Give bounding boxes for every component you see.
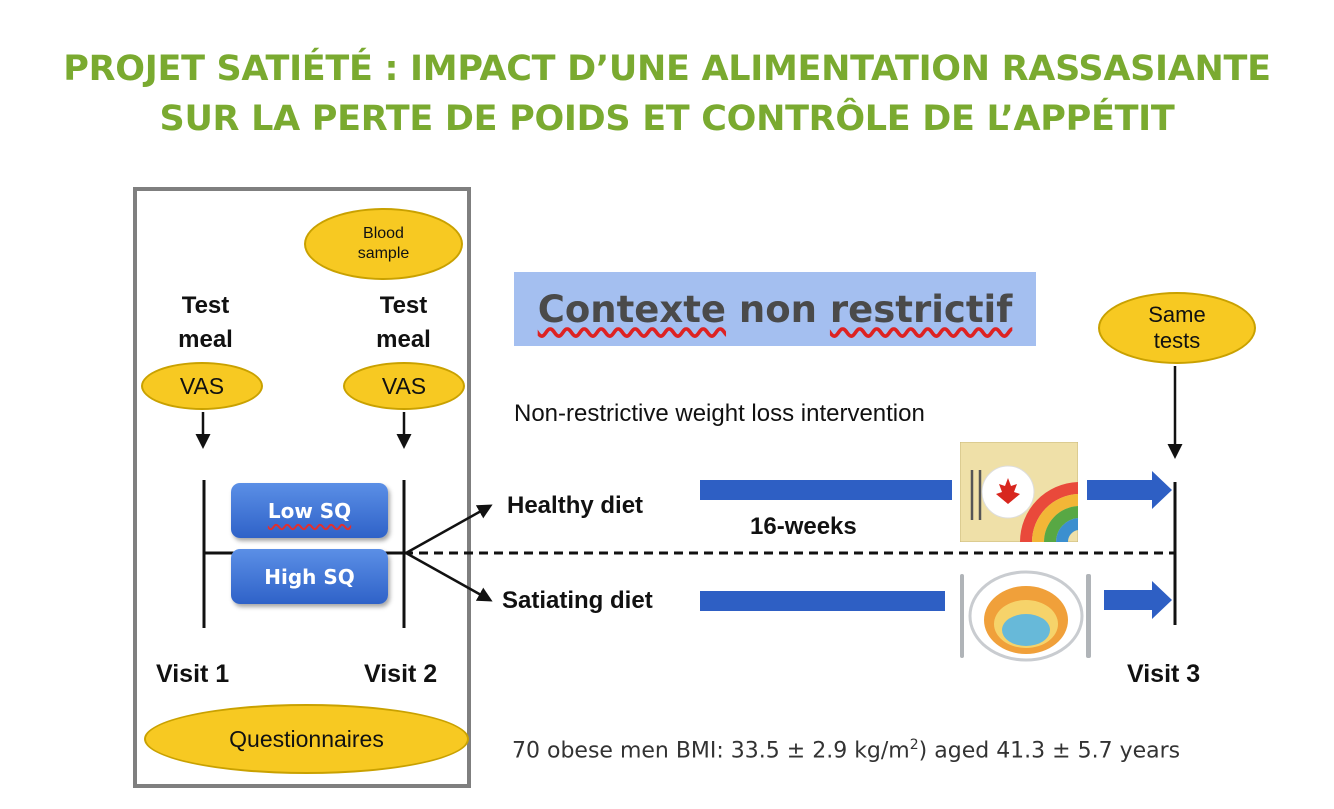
healthy-branch-arrow (405, 504, 493, 555)
same-tests-badge: Same tests (1098, 292, 1256, 364)
study-footnote: 70 obese men BMI: 33.5 ± 2.9 kg/m2) aged… (512, 737, 1180, 763)
title-line-2: SUR LA PERTE DE POIDS ET CONTRÔLE DE L’A… (159, 99, 1175, 139)
blood-sample-line-2: sample (357, 245, 410, 262)
title-line-1: PROJET SATIÉTÉ : IMPACT D’UNE ALIMENTATI… (63, 49, 1271, 89)
visit-1-2-frame (133, 187, 471, 788)
context-word-2: non (738, 287, 818, 331)
blood-sample-line-1: Blood (363, 225, 404, 242)
questionnaires-label: Questionnaires (229, 725, 384, 752)
visit1-vas-badge: VAS (141, 362, 263, 410)
questionnaires-badge: Questionnaires (144, 704, 469, 774)
visit2-test-label: Test (379, 292, 428, 319)
low-sq-label: Low SQ (267, 498, 352, 523)
visit2-test-meal: Test meal (346, 289, 461, 357)
satiating-diet-bar (700, 591, 945, 611)
visit3-label: Visit 3 (1127, 660, 1201, 688)
canada-food-guide-plate-image (960, 442, 1078, 542)
intervention-label: Non-restrictive weight loss intervention (514, 400, 925, 427)
satiating-branch-arrow (405, 551, 493, 602)
context-word-1: Contexte (537, 287, 727, 331)
visit2-vas-label: VAS (381, 372, 427, 399)
healthy-diet-bar (700, 480, 952, 500)
visit1-vas-label: VAS (179, 372, 225, 399)
visit1-label: Visit 1 (156, 660, 230, 688)
footnote-text-after: ) aged 41.3 ± 5.7 years (918, 738, 1181, 764)
visit2-vas-badge: VAS (343, 362, 465, 410)
visit1-test-label: Test (181, 292, 230, 319)
satiating-diet-label: Satiating diet (502, 587, 653, 614)
footnote-superscript: 2 (909, 737, 919, 753)
visit1-meal-label: meal (178, 326, 233, 353)
duration-label: 16-weeks (750, 513, 857, 540)
visit2-meal-label: meal (376, 326, 431, 353)
low-sq-box: Low SQ (231, 483, 388, 538)
same-tests-line-1: Same (1148, 302, 1206, 327)
satiating-diet-plate-image (960, 570, 1091, 662)
footnote-text-before: 70 obese men BMI: 33.5 ± 2.9 kg/m (512, 738, 910, 764)
high-sq-label: High SQ (264, 564, 355, 589)
satiating-end-arrow (1104, 581, 1172, 619)
visit1-test-meal: Test meal (148, 289, 263, 357)
context-banner: Contexte non restrictif (514, 272, 1036, 346)
context-word-3: restrictif (829, 287, 1013, 331)
page-title: PROJET SATIÉTÉ : IMPACT D’UNE ALIMENTATI… (0, 44, 1334, 144)
visit2-label: Visit 2 (364, 660, 438, 688)
high-sq-box: High SQ (231, 549, 388, 604)
healthy-diet-label: Healthy diet (507, 492, 644, 519)
same-tests-line-2: tests (1153, 328, 1201, 353)
healthy-end-arrow (1087, 471, 1172, 509)
blood-sample-badge: Blood sample (304, 208, 463, 280)
